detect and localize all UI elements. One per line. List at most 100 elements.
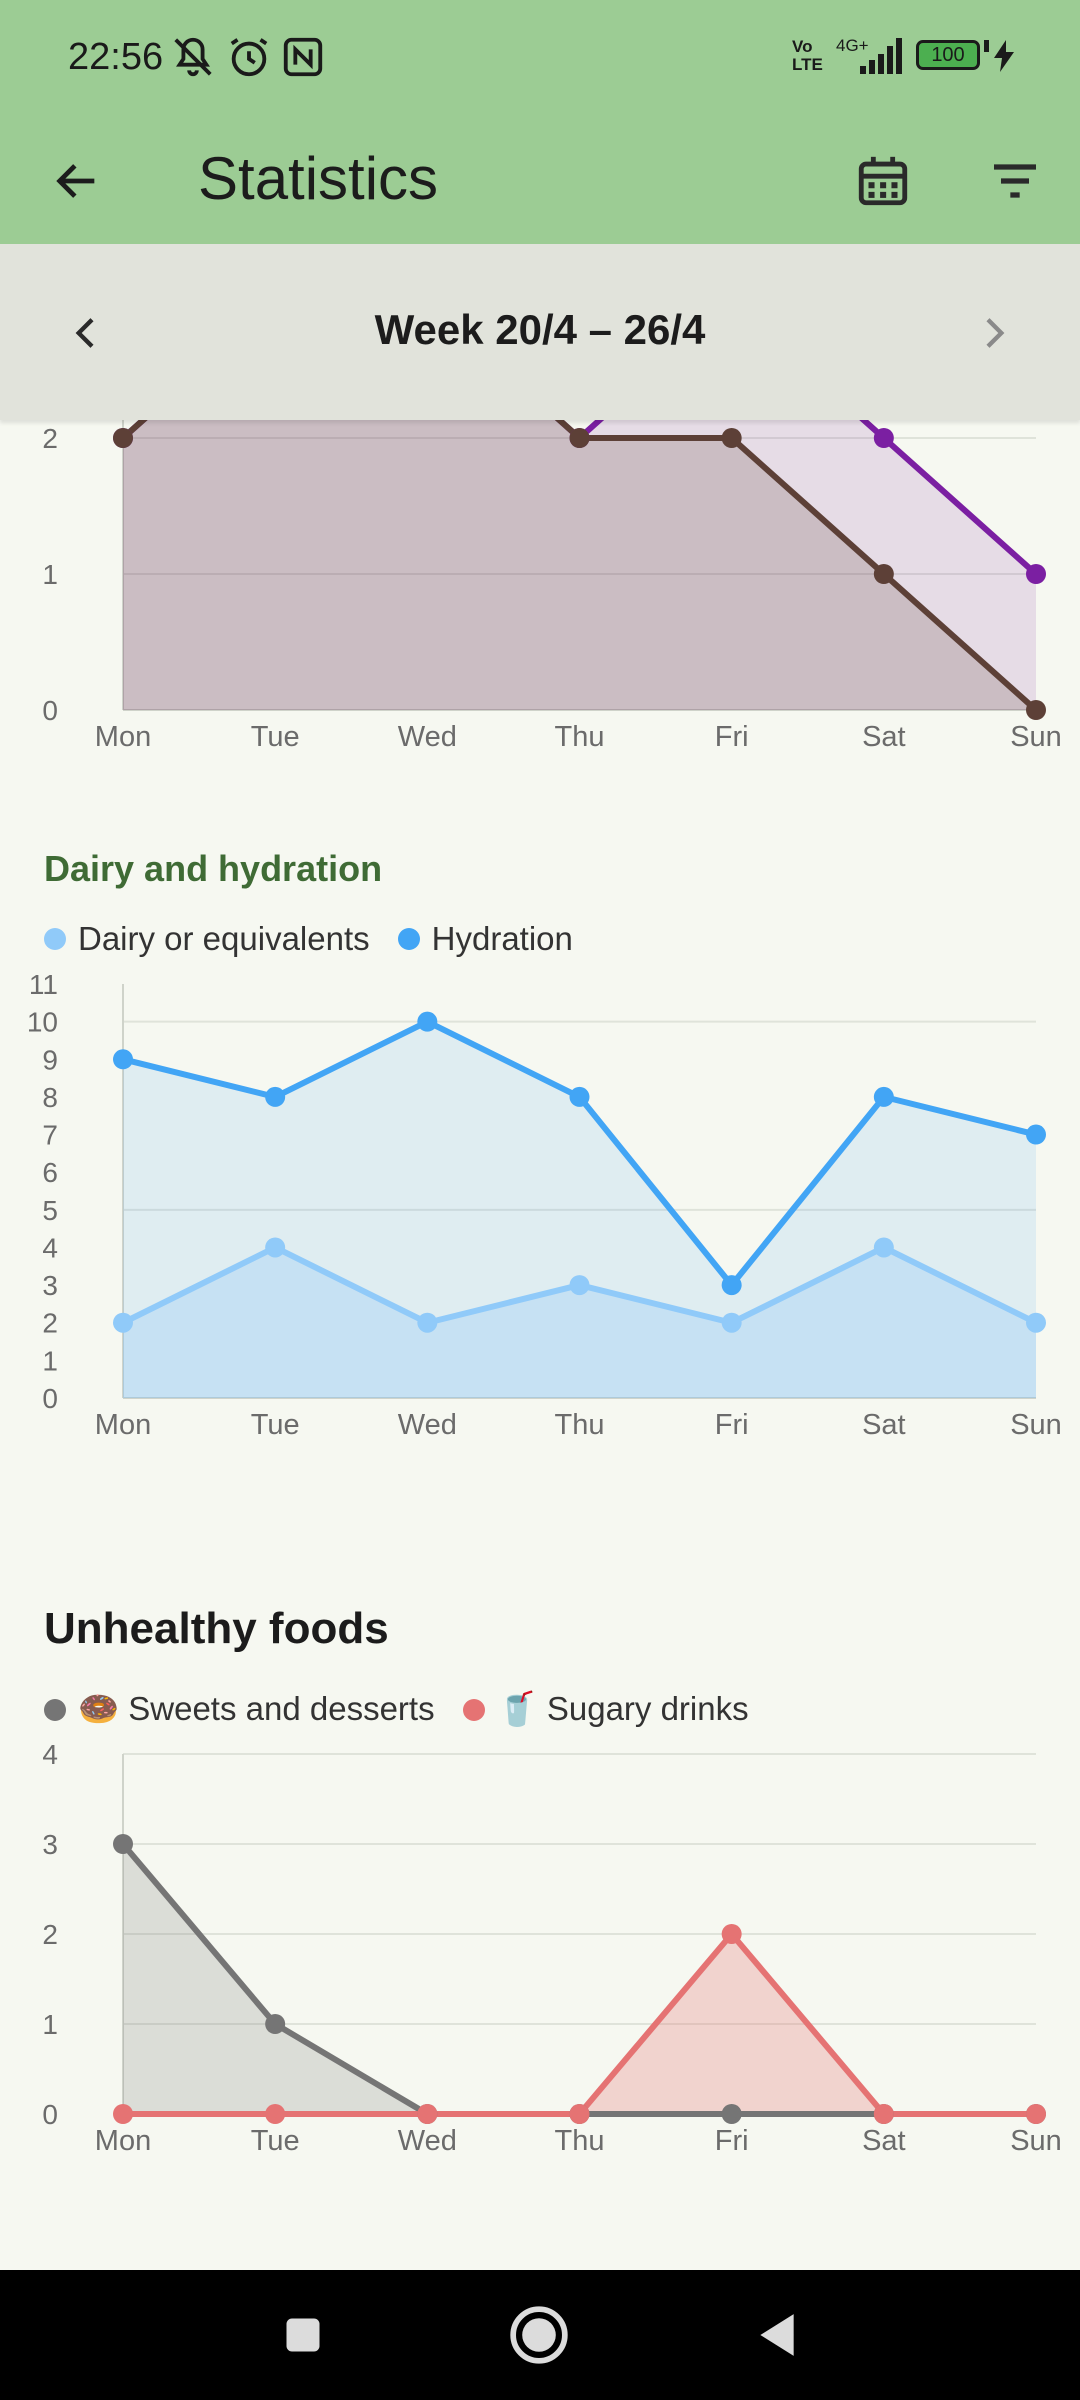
y-tick-label: 4: [42, 1232, 58, 1263]
x-tick-label: Sat: [862, 2125, 906, 2157]
chevron-left-icon: [75, 318, 94, 348]
x-tick-label: Fri: [715, 721, 749, 753]
y-tick-label: 1: [42, 2009, 58, 2040]
filter-icon: [994, 164, 1036, 198]
y-tick-label: 1: [42, 1345, 58, 1376]
previous-week-button[interactable]: [42, 288, 132, 378]
y-tick-label: 2: [42, 423, 58, 454]
data-point[interactable]: [265, 2104, 286, 2124]
home-circle-icon: [510, 2306, 568, 2364]
status-time: 22:56: [68, 36, 164, 78]
y-tick-label: 7: [42, 1120, 58, 1151]
next-week-button[interactable]: [948, 288, 1038, 378]
week-navigator: Week 20/4 – 26/4: [0, 244, 1080, 420]
data-point[interactable]: [1026, 564, 1046, 584]
data-point[interactable]: [873, 1237, 894, 1258]
recents-square-icon: [286, 2318, 320, 2352]
data-point[interactable]: [873, 1086, 894, 1107]
y-tick-label: 0: [42, 1383, 58, 1414]
legend-dot: [397, 928, 420, 950]
data-point[interactable]: [417, 1011, 438, 1032]
x-tick-label: Sat: [862, 721, 906, 753]
data-point[interactable]: [113, 1834, 133, 1854]
data-point[interactable]: [265, 1237, 286, 1258]
x-tick-label: Mon: [95, 721, 151, 753]
page-title: Statistics: [198, 145, 439, 212]
data-point[interactable]: [569, 428, 590, 448]
x-tick-label: Mon: [95, 2125, 151, 2157]
legend-label: 🥤 Sugary drinks: [496, 1690, 749, 1727]
legend-dot: [44, 928, 66, 950]
recents-button[interactable]: [258, 2295, 348, 2375]
data-point[interactable]: [569, 1086, 590, 1107]
network-type: 4G+: [836, 36, 869, 55]
data-point[interactable]: [873, 564, 894, 584]
legend-dot: [462, 1698, 485, 1721]
back-button[interactable]: [32, 136, 122, 226]
data-point[interactable]: [873, 428, 894, 448]
dairy-hydration-chart: 0 1 2 3 4 5 6 7 8 9 10 11 Mon Tue Wed Thu Fri Sat Sun: [27, 969, 1062, 1441]
data-point[interactable]: [1026, 700, 1046, 720]
home-button[interactable]: [494, 2295, 584, 2375]
calendar-button[interactable]: [838, 136, 928, 226]
x-tick-label: Sun: [1010, 2125, 1062, 2157]
data-point[interactable]: [1026, 1312, 1046, 1333]
dairy-legend: Dairy or equivalents Hydration: [44, 920, 601, 958]
data-point[interactable]: [417, 1312, 438, 1333]
y-tick-label: 9: [42, 1044, 58, 1075]
legend-label: Dairy or equivalents: [78, 920, 370, 957]
data-point[interactable]: [721, 1924, 742, 1944]
volte-top-label: Vo: [792, 37, 813, 56]
data-point[interactable]: [417, 2104, 438, 2124]
data-point[interactable]: [265, 1086, 286, 1107]
data-point[interactable]: [721, 1275, 742, 1296]
data-point[interactable]: [265, 2014, 286, 2034]
unhealthy-foods-chart: 0 1 2 3 4 Mon Tue Wed Thu Fri Sat Sun: [42, 1739, 1062, 2157]
system-nav-bar: [0, 2270, 1080, 2400]
y-tick-label: 1: [42, 559, 58, 590]
volte-icon: Vo LTE: [792, 38, 823, 74]
y-tick-label: 2: [42, 1919, 58, 1950]
data-point[interactable]: [1026, 1124, 1046, 1145]
data-point[interactable]: [113, 1312, 133, 1333]
alarm-icon: [226, 34, 272, 85]
data-point[interactable]: [113, 428, 133, 448]
chevron-right-icon: [986, 318, 1005, 348]
x-tick-label: Thu: [555, 721, 605, 753]
calendar-icon: [858, 156, 908, 206]
data-point[interactable]: [113, 1049, 133, 1070]
nfc-icon: [280, 34, 326, 85]
x-tick-label: Fri: [715, 1409, 749, 1441]
y-tick-label: 0: [42, 2099, 58, 2130]
series-area: [123, 1934, 1036, 2114]
x-tick-label: Wed: [398, 1409, 457, 1441]
x-tick-label: Tue: [251, 2125, 300, 2157]
data-point[interactable]: [113, 2104, 133, 2124]
x-tick-label: Fri: [715, 2125, 749, 2157]
legend-label: 🍩 Sweets and desserts: [78, 1690, 435, 1727]
data-point[interactable]: [1026, 2104, 1046, 2124]
data-point[interactable]: [569, 2104, 590, 2124]
mute-icon: [170, 34, 216, 85]
legend-hydration: Hydration: [397, 920, 573, 958]
data-point[interactable]: [721, 428, 742, 448]
x-tick-label: Wed: [398, 2125, 457, 2157]
x-tick-label: Sun: [1010, 1409, 1062, 1441]
x-tick-label: Thu: [555, 1409, 605, 1441]
y-tick-label: 10: [27, 1007, 58, 1038]
series-area: [123, 1021, 1036, 1398]
legend-dot: [44, 1698, 66, 1721]
legend-sweets: 🍩 Sweets and desserts: [44, 1690, 435, 1729]
data-point[interactable]: [569, 1275, 590, 1296]
legend-dairy: Dairy or equivalents: [44, 920, 370, 958]
y-tick-label: 3: [42, 1829, 58, 1860]
data-point[interactable]: [721, 1312, 742, 1333]
data-point[interactable]: [873, 2104, 894, 2124]
x-tick-label: Wed: [398, 721, 457, 753]
y-tick-label: 11: [29, 969, 58, 1000]
data-point[interactable]: [721, 2104, 742, 2124]
filter-button[interactable]: [970, 136, 1060, 226]
battery-level: 100: [916, 40, 980, 70]
back-nav-button[interactable]: [732, 2295, 822, 2375]
series-area: [123, 1844, 1036, 2114]
